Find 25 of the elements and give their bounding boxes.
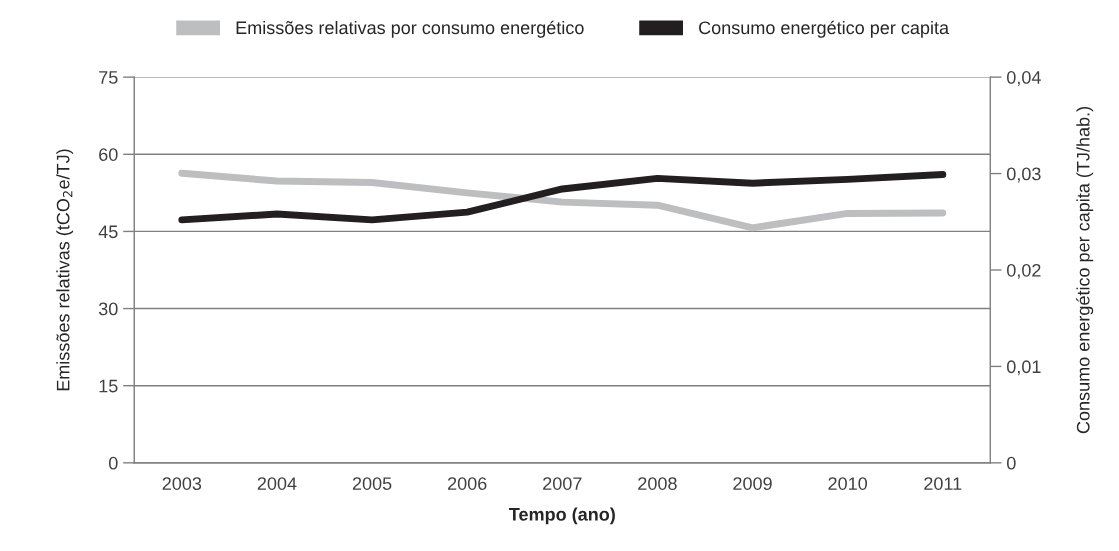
y-tick-label: 0 [108, 456, 118, 470]
x-tick-label: 2008 [638, 477, 677, 490]
y-tick-label: 60 [99, 148, 118, 161]
y-axis-title: Emissões relativas (tCO$_{2}$e/TJ) [56, 149, 74, 391]
y-tick-label: 45 [98, 225, 118, 239]
x-tick-label: 2005 [352, 477, 392, 490]
x-axis-title: Tempo (ano) [509, 507, 615, 525]
x-tick-label: 2004 [257, 477, 297, 490]
y2-tick-label: 0,03 [1006, 167, 1041, 183]
legend-label: Emissões relativas por consumo energético [236, 20, 584, 38]
x-tick-label: 2003 [162, 477, 202, 490]
x-tick-label: 2009 [733, 477, 772, 490]
x-tick-label: 2007 [543, 477, 582, 490]
y2-tick-label: 0,01 [1006, 360, 1041, 376]
y-tick-label: 75 [99, 71, 118, 84]
y-tick-label: 30 [98, 302, 118, 316]
y2-axis-title: Consumo energético per capita (TJ/hab.) [1076, 107, 1094, 434]
x-tick-label: 2006 [448, 477, 487, 490]
y2-tick-label: 0,02 [1006, 263, 1041, 279]
x-tick-label: 2011 [924, 477, 962, 490]
x-tick-label: 2010 [828, 477, 868, 490]
y2-tick-label: 0 [1006, 456, 1016, 470]
y-tick-label: 15 [99, 379, 118, 393]
y2-tick-label: 0,04 [1006, 71, 1041, 86]
legend-label: Consumo energético per capita [699, 20, 950, 38]
